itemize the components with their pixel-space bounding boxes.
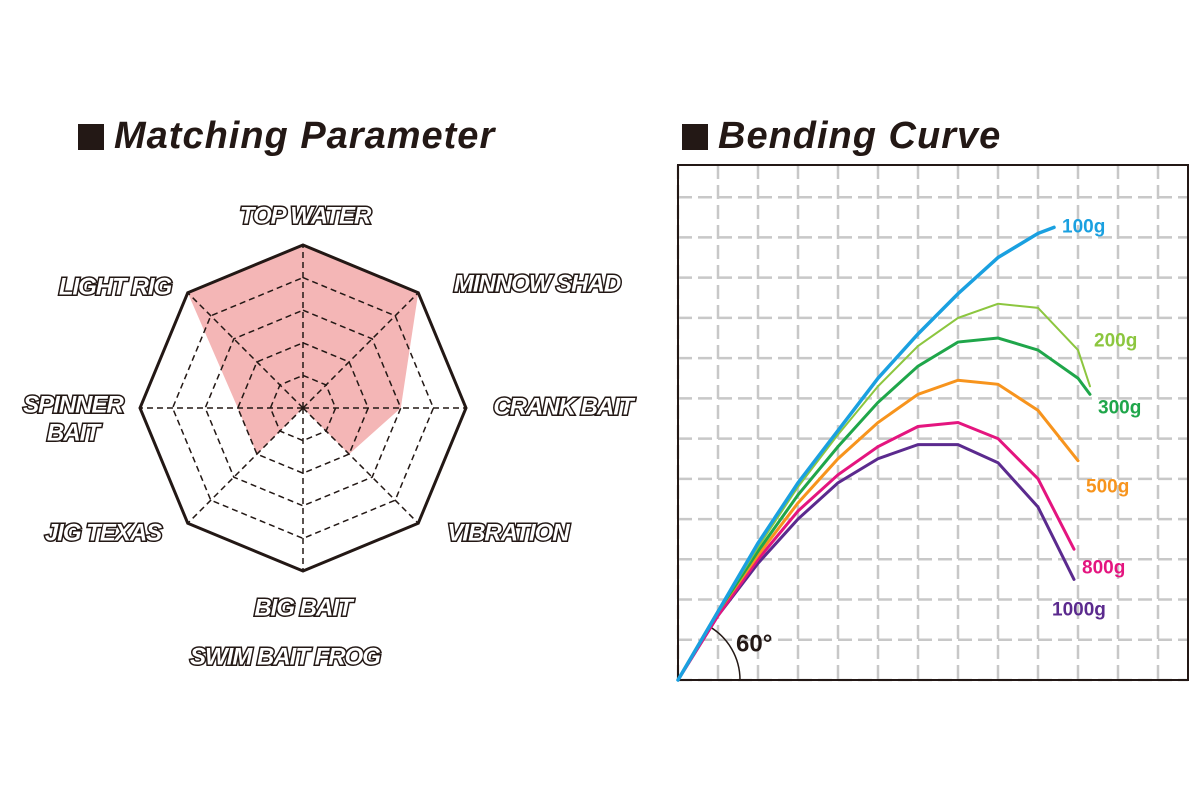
title-square — [682, 124, 708, 150]
axis-label: CRANK BAIT — [493, 393, 636, 420]
radar-ring — [171, 276, 435, 540]
angle-label: 60° — [736, 630, 772, 657]
radar-title: Matching Parameter — [114, 115, 496, 157]
bend-curve — [677, 302, 1091, 681]
angle-arc — [708, 625, 741, 681]
axis-label: LIGHT RIG — [59, 273, 172, 300]
series-label: 1000g — [1052, 599, 1106, 620]
bend-curve — [676, 443, 1076, 682]
radar-spoke — [187, 292, 304, 409]
bend-curve — [676, 225, 1056, 682]
series-label: 200g — [1094, 330, 1137, 351]
bend-curve — [676, 336, 1092, 682]
radar-spoke — [187, 407, 304, 524]
radar-ring — [269, 374, 337, 442]
radar-spoke — [302, 407, 419, 524]
radar-area — [187, 245, 419, 455]
axis-label: JIG TEXAS — [45, 519, 162, 546]
bend-curve — [676, 420, 1076, 682]
series-label: 800g — [1082, 557, 1125, 578]
series-label: 300g — [1098, 397, 1141, 418]
axis-label: TOP WATER — [240, 202, 372, 229]
axis-label: SWIM BAIT FROG — [190, 643, 380, 670]
plot-frame — [677, 164, 1189, 681]
radar-ring — [236, 341, 370, 475]
title-square — [78, 124, 104, 150]
axis-label: VIBRATION — [447, 519, 570, 546]
axis-label: BIG BAIT — [254, 594, 355, 621]
curve-title: Bending Curve — [718, 115, 1001, 157]
series-label: 100g — [1062, 216, 1105, 237]
series-label: 500g — [1086, 477, 1129, 498]
axis-label: SPINNER — [23, 391, 124, 418]
axis-label: MINNOW SHAD — [454, 270, 621, 297]
radar-spoke — [302, 292, 419, 409]
axis-label: BAIT — [47, 419, 102, 446]
